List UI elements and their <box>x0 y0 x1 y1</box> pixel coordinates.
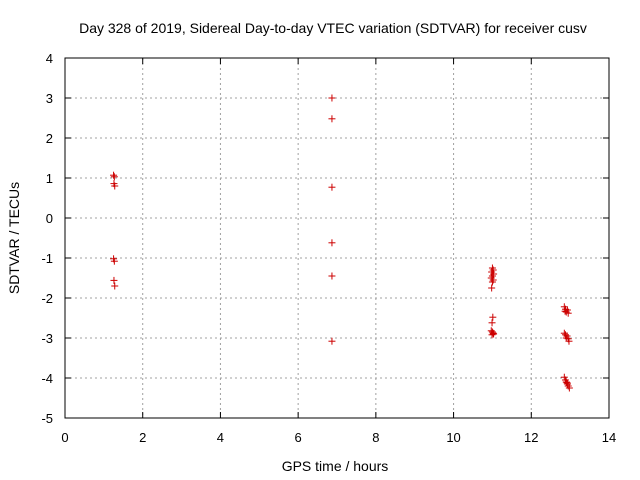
y-tick-label: -3 <box>41 331 53 346</box>
data-point-marker <box>328 272 336 280</box>
plot-frame <box>64 57 610 419</box>
y-tick-label: -5 <box>41 411 53 426</box>
data-points <box>110 94 573 392</box>
data-point-marker <box>563 379 571 387</box>
data-point-marker <box>328 115 336 123</box>
data-point-marker <box>328 94 336 102</box>
y-axis-ticks: -5 -4 -3 -2 -1 0 1 2 3 4 <box>41 51 609 426</box>
y-tick-label: -4 <box>41 371 53 386</box>
data-point-marker <box>488 278 496 286</box>
y-tick-label: 4 <box>46 51 53 66</box>
x-axis-label: GPS time / hours <box>282 458 389 474</box>
x-tick-label: 0 <box>61 430 68 445</box>
x-tick-label: 8 <box>372 430 379 445</box>
y-tick-label: -2 <box>41 291 53 306</box>
data-point-marker <box>489 313 497 321</box>
grid-lines <box>65 58 609 418</box>
data-point-marker <box>565 337 573 345</box>
data-point-marker <box>488 331 496 339</box>
y-tick-label: 2 <box>46 131 53 146</box>
data-point-marker <box>110 171 118 179</box>
y-tick-label: 0 <box>46 211 53 226</box>
x-tick-label: 2 <box>139 430 146 445</box>
data-point-marker <box>561 307 569 315</box>
data-point-marker <box>328 183 336 191</box>
y-axis-label: SDTVAR / TECUs <box>6 182 22 294</box>
data-point-marker <box>490 330 498 338</box>
data-point-marker <box>111 282 119 290</box>
x-tick-label: 14 <box>602 430 616 445</box>
y-tick-label: -1 <box>41 251 53 266</box>
data-point-marker <box>565 384 573 392</box>
x-tick-label: 12 <box>524 430 538 445</box>
data-point-marker <box>488 284 496 292</box>
data-point-marker <box>110 276 118 284</box>
data-point-marker <box>110 173 118 181</box>
chart-title: Day 328 of 2019, Sidereal Day-to-day VTE… <box>79 20 587 36</box>
data-point-marker <box>110 257 118 265</box>
x-tick-label: 6 <box>295 430 302 445</box>
data-point-marker <box>561 331 569 339</box>
x-tick-label: 10 <box>446 430 460 445</box>
y-tick-label: 1 <box>46 171 53 186</box>
x-axis-ticks: 0 2 4 6 8 10 12 14 <box>61 58 616 445</box>
data-point-marker <box>328 239 336 247</box>
x-tick-label: 4 <box>217 430 224 445</box>
y-tick-label: 3 <box>46 91 53 106</box>
data-point-marker <box>488 319 496 327</box>
data-point-marker <box>111 182 119 190</box>
data-point-marker <box>328 337 336 345</box>
